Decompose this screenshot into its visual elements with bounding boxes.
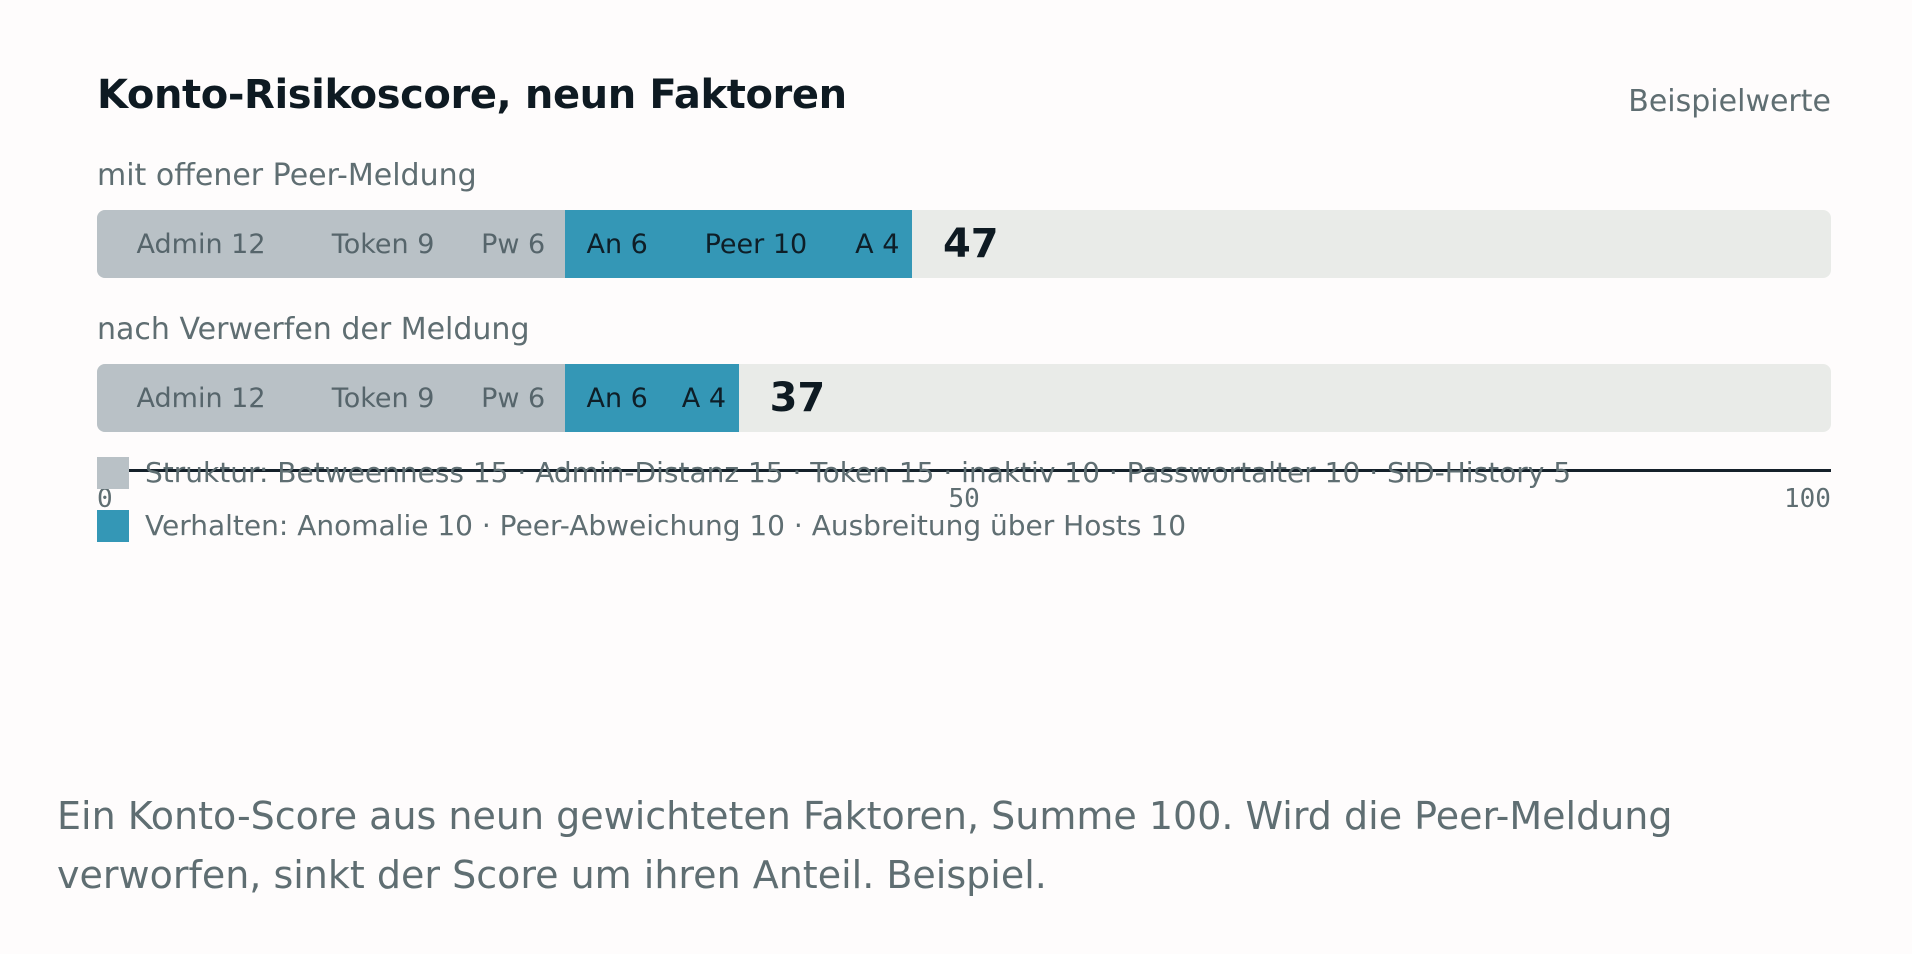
chart-caption: Ein Konto-Score aus neun gewichteten Fak…: [57, 794, 1673, 897]
legend-swatch-verhalten: [97, 509, 129, 542]
bar-segment: A 4: [842, 210, 912, 278]
row-label: nach Verwerfen der Meldung: [97, 312, 530, 347]
legend-text-struktur: Struktur: Betweenness 15 · Admin-Distanz…: [145, 456, 1572, 489]
bar-total-label: 37: [769, 375, 826, 421]
x-tick-label: 100: [1784, 484, 1831, 514]
legend-swatch-struktur: [97, 456, 129, 489]
bar-total-label: 47: [942, 221, 999, 267]
bar-segment: Admin 12: [97, 210, 306, 278]
bar-segment: An 6: [565, 364, 670, 432]
legend-text-verhalten: Verhalten: Anomalie 10 · Peer-Abweichung…: [145, 509, 1187, 542]
x-tick-label: 50: [948, 484, 980, 514]
x-axis-line: [97, 469, 1831, 472]
bar-segment: A 4: [669, 364, 739, 432]
bar-track: Admin 12 Token 9 Pw 6 An 6 Peer 10 A 4 47: [97, 210, 1831, 278]
bar-segment: Pw 6: [461, 210, 566, 278]
bar-segment: Token 9: [305, 210, 462, 278]
x-tick-label: 0: [97, 484, 113, 514]
row-label: mit offener Peer-Meldung: [97, 158, 477, 193]
legend-item-struktur: Struktur: Betweenness 15 · Admin-Distanz…: [97, 456, 1571, 489]
bar-segment: Pw 6: [461, 364, 566, 432]
bar-segment: Token 9: [305, 364, 462, 432]
chart-title: Konto-Risikoscore, neun Faktoren: [97, 72, 847, 118]
legend-item-verhalten: Verhalten: Anomalie 10 · Peer-Abweichung…: [97, 509, 1186, 542]
sample-values-note: Beispielwerte: [1628, 84, 1831, 119]
bar-segment: Peer 10: [669, 210, 843, 278]
bar-segment: An 6: [565, 210, 670, 278]
bar-segment: Admin 12: [97, 364, 306, 432]
